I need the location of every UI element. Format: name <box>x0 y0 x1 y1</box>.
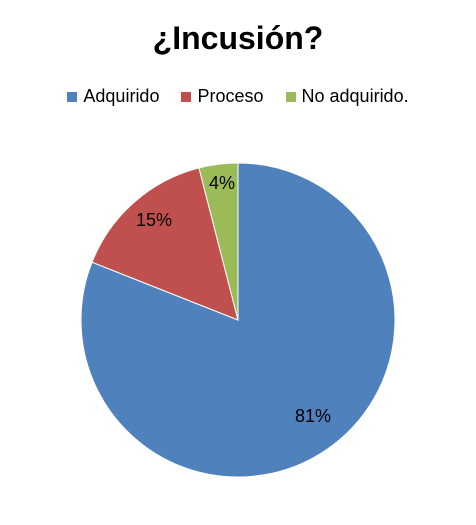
legend-label-proceso: Proceso <box>197 86 264 106</box>
pie-slice-no-adquirido <box>198 162 239 321</box>
legend-swatch-no-adquirido <box>285 91 296 102</box>
legend-item-proceso: Proceso <box>181 86 264 107</box>
chart-legend: Adquirido Proceso No adquirido. <box>0 86 476 107</box>
data-label-adquirido: 81% <box>295 406 331 426</box>
legend-swatch-proceso <box>181 91 192 102</box>
data-label-proceso: 15% <box>136 210 172 230</box>
legend-label-adquirido: Adquirido <box>83 86 160 106</box>
legend-swatch-adquirido <box>67 91 78 102</box>
data-label-no-adquirido: 4% <box>209 173 235 193</box>
pie-slice-proceso <box>91 167 239 321</box>
legend-item-adquirido: Adquirido <box>67 86 159 107</box>
chart-title: ¿Incusión? <box>152 20 324 56</box>
legend-item-no-adquirido: No adquirido. <box>285 86 409 107</box>
legend-label-no-adquirido: No adquirido. <box>301 86 409 106</box>
